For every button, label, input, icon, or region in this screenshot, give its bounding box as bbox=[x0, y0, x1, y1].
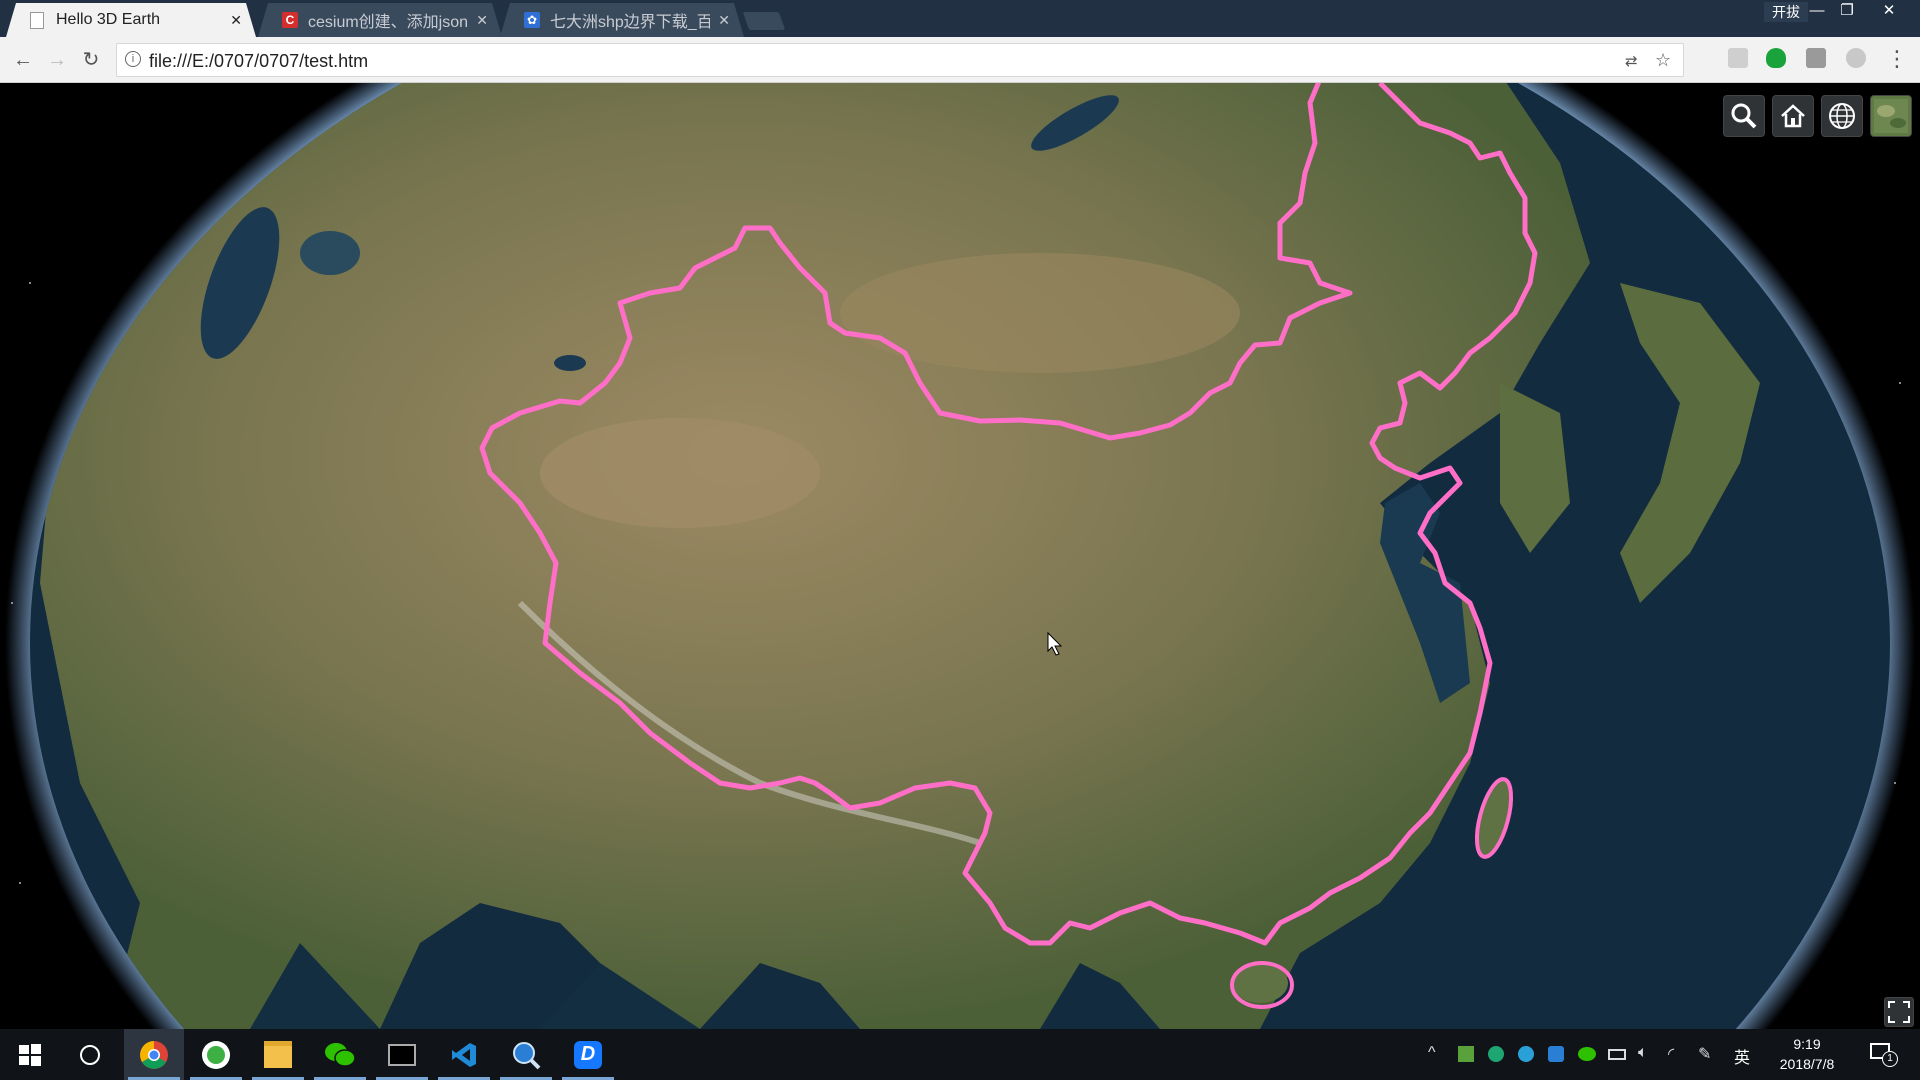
start-button[interactable] bbox=[0, 1029, 60, 1080]
clock-date: 2018/7/8 bbox=[1779, 1056, 1835, 1072]
ding-icon: D bbox=[574, 1040, 602, 1069]
bohai-sea bbox=[1380, 483, 1470, 703]
taskbar-ding[interactable]: D bbox=[558, 1029, 618, 1080]
terminal-icon bbox=[388, 1043, 416, 1066]
tray-overflow-icon[interactable]: ^ bbox=[1428, 1044, 1436, 1061]
taskbar-terminal[interactable] bbox=[372, 1029, 432, 1080]
profile-button[interactable]: 开拔 bbox=[1764, 2, 1808, 22]
gobi-desert bbox=[840, 253, 1240, 373]
close-tab-icon[interactable]: ✕ bbox=[718, 11, 730, 28]
windows-start-icon bbox=[19, 1043, 41, 1066]
tab-continent-shp[interactable]: ✿ 七大洲shp边界下载_百度 ✕ bbox=[500, 3, 744, 37]
mouse-cursor bbox=[1047, 631, 1063, 656]
taklamakan-desert bbox=[540, 418, 820, 528]
file-explorer-icon bbox=[264, 1041, 292, 1068]
himalaya-snow bbox=[517, 600, 981, 846]
fullscreen-button[interactable] bbox=[1884, 997, 1914, 1027]
extension-cube-icon[interactable] bbox=[1846, 48, 1866, 68]
browser-tab-strip: Hello 3D Earth ✕ C cesium创建、添加json数 ✕ ✿ … bbox=[0, 0, 1920, 37]
extension-pdf-icon[interactable] bbox=[1728, 48, 1748, 68]
aral-sea bbox=[300, 231, 360, 275]
home-button[interactable] bbox=[1772, 95, 1814, 137]
search-icon bbox=[1731, 103, 1757, 129]
taskbar-wechat[interactable] bbox=[310, 1029, 370, 1080]
lake-balkhash bbox=[554, 355, 586, 371]
address-bar[interactable]: i file:///E:/0707/0707/test.htm ☆ ⇄ bbox=[116, 43, 1684, 77]
wifi-icon[interactable]: ◜ bbox=[1668, 1046, 1675, 1063]
home-icon bbox=[1781, 104, 1805, 128]
taskbar-search-tool[interactable] bbox=[496, 1029, 556, 1080]
geocoder-search-button[interactable] bbox=[1723, 95, 1765, 137]
chrome-icon bbox=[140, 1040, 168, 1069]
reload-icon[interactable]: ↻ bbox=[82, 49, 100, 71]
lake-baikal bbox=[1031, 95, 1119, 151]
windows-taskbar: D ^ 🔈︎ ◜ ✎ 英 9:19 2018/7/8 1 bbox=[0, 1029, 1920, 1080]
clock[interactable]: 9:19 2018/7/8 bbox=[1762, 1034, 1852, 1074]
china-boundary bbox=[479, 83, 1538, 946]
clock-time: 9:19 bbox=[1793, 1036, 1821, 1052]
address-url[interactable]: file:///E:/0707/0707/test.htm bbox=[149, 51, 369, 71]
taskbar-file-explorer[interactable] bbox=[248, 1029, 308, 1080]
landmass-taiwan bbox=[1476, 779, 1512, 857]
extension-shield-icon[interactable] bbox=[1766, 48, 1786, 68]
cortana-icon bbox=[80, 1044, 100, 1065]
landmass-korea bbox=[1500, 383, 1570, 553]
vscode-icon bbox=[452, 1042, 476, 1067]
tray-globe-icon[interactable] bbox=[1518, 1046, 1534, 1062]
battery-icon[interactable] bbox=[1608, 1049, 1626, 1060]
close-window-icon[interactable]: ✕ bbox=[1882, 2, 1896, 19]
browser-toolbar: ← → ↻ i file:///E:/0707/0707/test.htm ☆ … bbox=[0, 37, 1920, 83]
search-tool-icon bbox=[513, 1041, 541, 1069]
baidu-paw-icon: ✿ bbox=[524, 12, 540, 28]
indian-ocean bbox=[250, 943, 700, 1029]
imagery-layer-icon bbox=[1874, 99, 1908, 133]
globe-icon bbox=[1829, 103, 1855, 129]
tray-app-green-icon[interactable] bbox=[1458, 1046, 1474, 1062]
info-icon[interactable]: i bbox=[125, 51, 141, 67]
ime-indicator[interactable]: 英 bbox=[1734, 1050, 1751, 1067]
new-tab-button[interactable] bbox=[742, 12, 786, 30]
cesium-viewer[interactable] bbox=[0, 83, 1920, 1029]
tab-title: 七大洲shp边界下载_百度 bbox=[550, 14, 711, 31]
scene-mode-button[interactable] bbox=[1821, 95, 1863, 137]
taskbar-chrome[interactable] bbox=[124, 1029, 184, 1080]
cortana-button[interactable] bbox=[60, 1029, 120, 1080]
volume-icon[interactable]: 🔈︎ bbox=[1638, 1044, 1648, 1061]
tab-cesium-json[interactable]: C cesium创建、添加json数 ✕ bbox=[258, 3, 502, 37]
page-icon bbox=[30, 12, 44, 29]
back-icon[interactable]: ← bbox=[13, 49, 33, 71]
bookmark-star-icon[interactable]: ☆ bbox=[1655, 50, 1672, 70]
tray-wechat-icon[interactable] bbox=[1578, 1047, 1596, 1061]
globe-scene[interactable] bbox=[0, 83, 1920, 1029]
notification-count: 1 bbox=[1882, 1051, 1898, 1067]
action-center-button[interactable]: 1 bbox=[1870, 1041, 1898, 1067]
csdn-icon: C bbox=[282, 12, 298, 28]
360-browser-icon bbox=[202, 1040, 230, 1069]
caspian-sea bbox=[200, 207, 280, 359]
restore-icon[interactable]: ❐ bbox=[1840, 2, 1854, 19]
tray-sync-icon[interactable] bbox=[1488, 1046, 1504, 1062]
taiwan-boundary bbox=[1474, 777, 1514, 859]
taskbar-360-browser[interactable] bbox=[186, 1029, 246, 1080]
fullscreen-icon bbox=[1888, 1001, 1910, 1023]
landmass-japan bbox=[1620, 283, 1760, 603]
hainan-boundary bbox=[1230, 961, 1294, 1009]
forward-icon[interactable]: → bbox=[47, 49, 67, 71]
tab-title: Hello 3D Earth bbox=[56, 11, 161, 28]
translate-icon[interactable]: ⇄ bbox=[1625, 53, 1638, 70]
base-layer-picker-button[interactable] bbox=[1870, 95, 1912, 137]
close-tab-icon[interactable]: ✕ bbox=[476, 11, 488, 28]
tab-title: cesium创建、添加json数 bbox=[308, 14, 469, 31]
close-tab-icon[interactable]: ✕ bbox=[230, 11, 242, 28]
tray-bluetooth-icon[interactable] bbox=[1548, 1046, 1564, 1062]
landmass-hainan bbox=[1232, 963, 1288, 1003]
tab-hello-3d-earth[interactable]: Hello 3D Earth ✕ bbox=[6, 3, 256, 37]
wechat-icon bbox=[325, 1042, 356, 1067]
minimize-icon[interactable]: — bbox=[1809, 2, 1825, 19]
pen-icon[interactable]: ✎ bbox=[1698, 1046, 1712, 1063]
chrome-menu-icon[interactable]: ⋮ bbox=[1886, 46, 1908, 71]
taskbar-vscode[interactable] bbox=[434, 1029, 494, 1080]
extension-screenshot-icon[interactable] bbox=[1806, 48, 1826, 68]
